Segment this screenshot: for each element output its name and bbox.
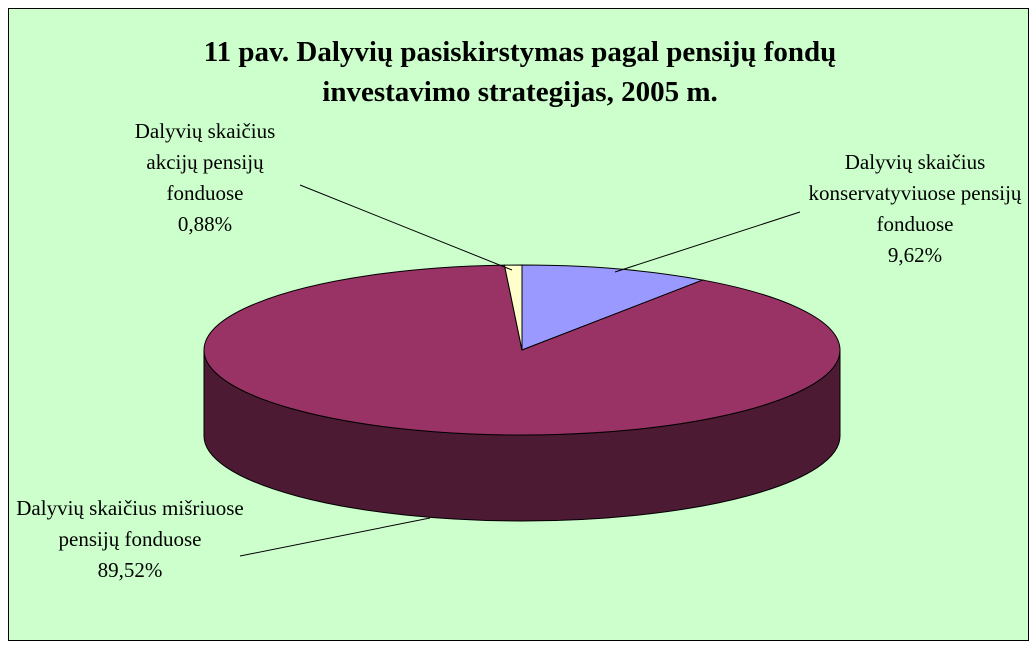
pie-slice xyxy=(521,264,705,351)
chart-title: 11 pav. Dalyvių pasiskirstymas pagal pen… xyxy=(203,36,837,108)
slice-label: Dalyvių skaičius mišriuose pensijų fondu… xyxy=(10,493,250,586)
slice-value-label: 0,88% xyxy=(177,212,233,236)
leader-line xyxy=(299,184,513,271)
pie-slice xyxy=(203,264,841,436)
slice-value-label: 89,52% xyxy=(97,558,163,582)
slice-value-label: 9,62% xyxy=(887,243,943,267)
leader-line xyxy=(239,517,431,557)
pie-slice xyxy=(503,264,523,351)
slice-label: Dalyvių skaičius akcijų pensijų fonduose… xyxy=(115,116,295,240)
slice-label: Dalyvių skaičius konservatyviuose pensij… xyxy=(805,147,1025,271)
leader-line xyxy=(614,211,801,273)
